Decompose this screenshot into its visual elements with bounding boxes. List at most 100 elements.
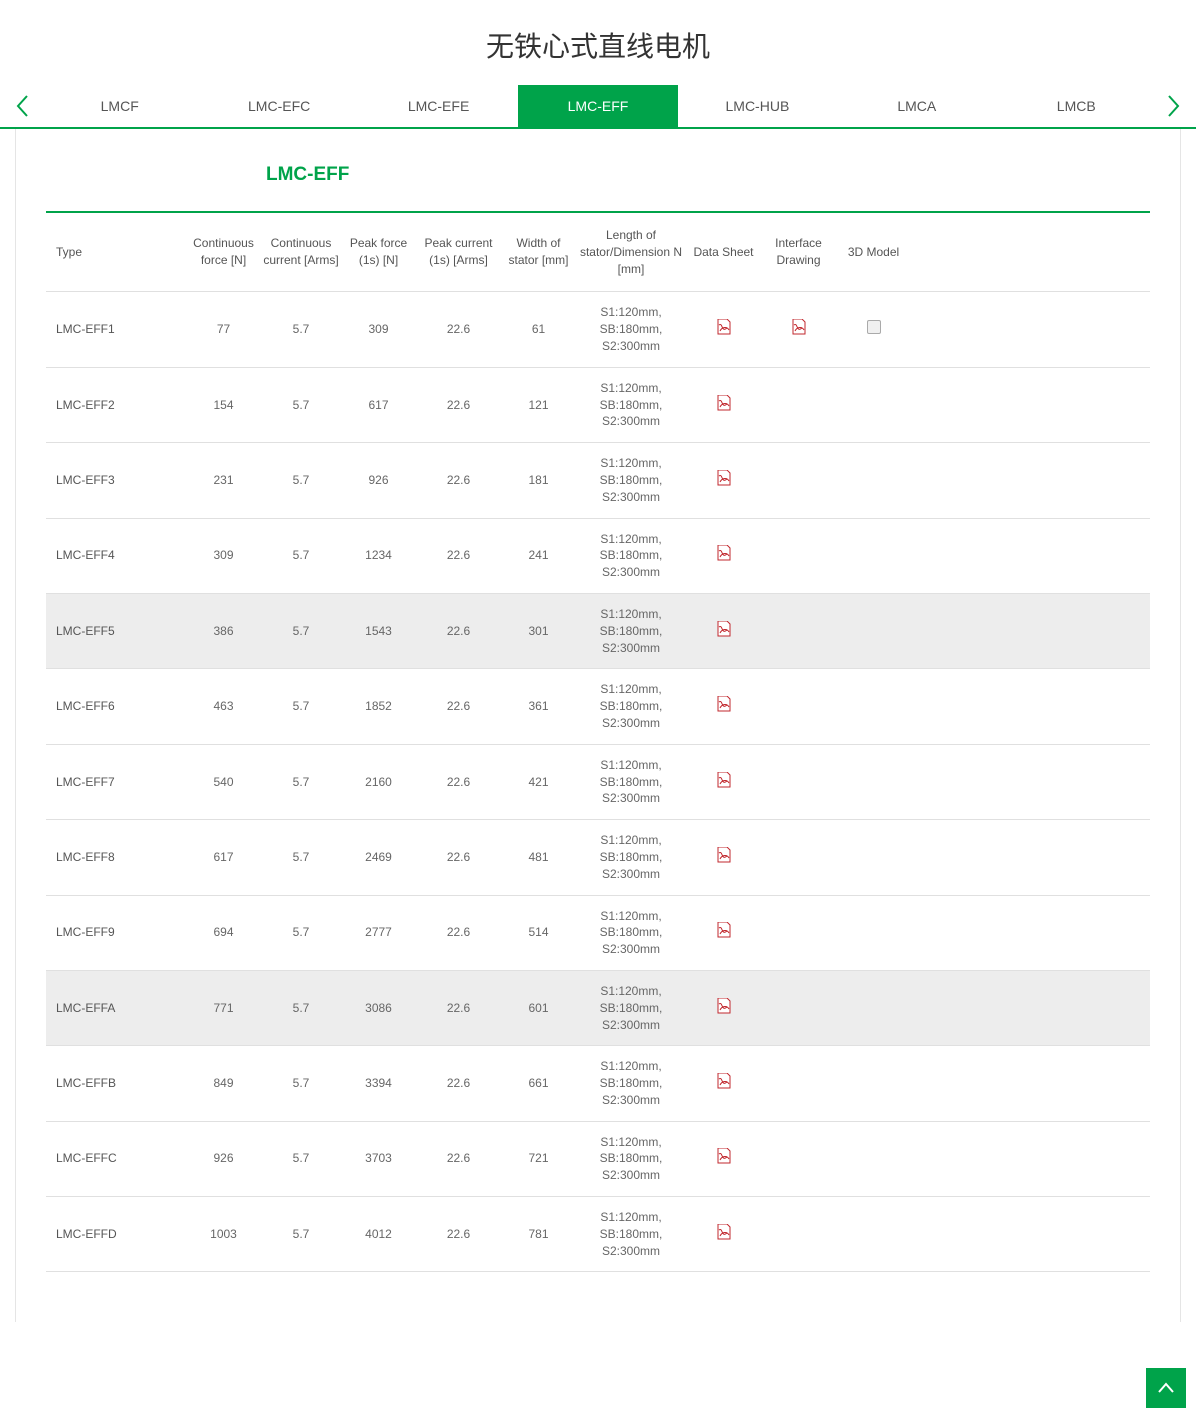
cell-type: LMC-EFF8 (46, 849, 186, 866)
chevron-up-icon (1156, 1378, 1176, 1398)
cell-length: S1:120mm, SB:180mm, S2:300mm (576, 455, 686, 505)
cell-continuous-force: 231 (186, 472, 261, 489)
tabs-next-arrow[interactable] (1167, 94, 1181, 118)
cell-continuous-force: 77 (186, 321, 261, 338)
tabs-prev-arrow[interactable] (15, 94, 29, 118)
pdf-icon[interactable] (717, 1148, 731, 1164)
cell-width: 481 (501, 849, 576, 866)
cell-width: 721 (501, 1150, 576, 1167)
cell-length: S1:120mm, SB:180mm, S2:300mm (576, 1058, 686, 1108)
cell-width: 781 (501, 1226, 576, 1243)
cell-continuous-current: 5.7 (261, 623, 341, 640)
pdf-icon[interactable] (717, 1224, 731, 1240)
cell-type: LMC-EFF1 (46, 321, 186, 338)
cell-continuous-force: 540 (186, 774, 261, 791)
pdf-icon[interactable] (717, 696, 731, 712)
cell-continuous-force: 771 (186, 1000, 261, 1017)
cell-peak-force: 2469 (341, 849, 416, 866)
tab-lmc-efe[interactable]: LMC-EFE (359, 85, 518, 127)
table-row: LMC-EFF86175.7246922.6481S1:120mm, SB:18… (46, 820, 1150, 895)
cell-peak-current: 22.6 (416, 623, 501, 640)
cell-peak-force: 1852 (341, 698, 416, 715)
cell-continuous-current: 5.7 (261, 774, 341, 791)
cell-continuous-force: 1003 (186, 1226, 261, 1243)
cell-3d-model (836, 320, 911, 339)
cell-type: LMC-EFFD (46, 1226, 186, 1243)
cell-peak-current: 22.6 (416, 924, 501, 941)
pdf-icon[interactable] (717, 470, 731, 486)
column-header: Type (46, 244, 186, 261)
cell-peak-force: 2777 (341, 924, 416, 941)
cell-datasheet (686, 998, 761, 1019)
tab-lmca[interactable]: LMCA (837, 85, 996, 127)
cell-length: S1:120mm, SB:180mm, S2:300mm (576, 908, 686, 958)
column-header: Peak force (1s) [N] (341, 235, 416, 269)
pdf-icon[interactable] (717, 319, 731, 335)
cell-type: LMC-EFF9 (46, 924, 186, 941)
table-row: LMC-EFF43095.7123422.6241S1:120mm, SB:18… (46, 519, 1150, 594)
cell-peak-force: 3394 (341, 1075, 416, 1092)
pdf-icon[interactable] (717, 395, 731, 411)
content-panel: LMC-EFF TypeContinuous force [N]Continuo… (15, 129, 1181, 1322)
cell-width: 61 (501, 321, 576, 338)
cell-datasheet (686, 847, 761, 868)
cell-peak-current: 22.6 (416, 472, 501, 489)
cell-continuous-current: 5.7 (261, 698, 341, 715)
pdf-icon[interactable] (717, 621, 731, 637)
column-header: Data Sheet (686, 244, 761, 261)
column-header: Interface Drawing (761, 235, 836, 269)
tab-lmc-hub[interactable]: LMC-HUB (678, 85, 837, 127)
cell-continuous-current: 5.7 (261, 547, 341, 564)
pdf-icon[interactable] (717, 847, 731, 863)
cell-length: S1:120mm, SB:180mm, S2:300mm (576, 983, 686, 1033)
cell-type: LMC-EFF4 (46, 547, 186, 564)
cell-width: 181 (501, 472, 576, 489)
cell-length: S1:120mm, SB:180mm, S2:300mm (576, 757, 686, 807)
cell-continuous-current: 5.7 (261, 849, 341, 866)
pdf-icon[interactable] (717, 1073, 731, 1089)
cell-continuous-force: 309 (186, 547, 261, 564)
cell-width: 301 (501, 623, 576, 640)
cell-datasheet (686, 621, 761, 642)
cell-length: S1:120mm, SB:180mm, S2:300mm (576, 531, 686, 581)
tab-lmc-efc[interactable]: LMC-EFC (199, 85, 358, 127)
cell-length: S1:120mm, SB:180mm, S2:300mm (576, 681, 686, 731)
tab-lmcb[interactable]: LMCB (997, 85, 1156, 127)
cell-width: 661 (501, 1075, 576, 1092)
cell-continuous-current: 5.7 (261, 924, 341, 941)
cell-peak-force: 1543 (341, 623, 416, 640)
scroll-top-button[interactable] (1146, 1368, 1186, 1408)
cell-type: LMC-EFFA (46, 1000, 186, 1017)
column-header: Length of stator/Dimension N [mm] (576, 227, 686, 277)
cell-continuous-current: 5.7 (261, 1000, 341, 1017)
tab-lmc-eff[interactable]: LMC-EFF (518, 85, 677, 127)
cell-type: LMC-EFF6 (46, 698, 186, 715)
3d-model-icon[interactable] (867, 320, 881, 334)
table-row: LMC-EFFC9265.7370322.6721S1:120mm, SB:18… (46, 1122, 1150, 1197)
table-body: LMC-EFF1775.730922.661S1:120mm, SB:180mm… (46, 292, 1150, 1272)
pdf-icon[interactable] (717, 922, 731, 938)
pdf-icon[interactable] (792, 319, 806, 335)
cell-peak-force: 3086 (341, 1000, 416, 1017)
pdf-icon[interactable] (717, 998, 731, 1014)
cell-datasheet (686, 1148, 761, 1169)
cell-continuous-current: 5.7 (261, 1150, 341, 1167)
table-row: LMC-EFFB8495.7339422.6661S1:120mm, SB:18… (46, 1046, 1150, 1121)
tab-lmcf[interactable]: LMCF (40, 85, 199, 127)
cell-peak-current: 22.6 (416, 1075, 501, 1092)
table-row: LMC-EFF32315.792622.6181S1:120mm, SB:180… (46, 443, 1150, 518)
cell-type: LMC-EFF3 (46, 472, 186, 489)
table-row: LMC-EFF53865.7154322.6301S1:120mm, SB:18… (46, 594, 1150, 669)
cell-datasheet (686, 696, 761, 717)
cell-peak-current: 22.6 (416, 397, 501, 414)
pdf-icon[interactable] (717, 772, 731, 788)
cell-width: 421 (501, 774, 576, 791)
pdf-icon[interactable] (717, 545, 731, 561)
cell-peak-force: 4012 (341, 1226, 416, 1243)
table-row: LMC-EFF64635.7185222.6361S1:120mm, SB:18… (46, 669, 1150, 744)
cell-continuous-current: 5.7 (261, 1075, 341, 1092)
column-header: Width of stator [mm] (501, 235, 576, 269)
cell-peak-current: 22.6 (416, 321, 501, 338)
cell-continuous-force: 694 (186, 924, 261, 941)
cell-peak-force: 617 (341, 397, 416, 414)
